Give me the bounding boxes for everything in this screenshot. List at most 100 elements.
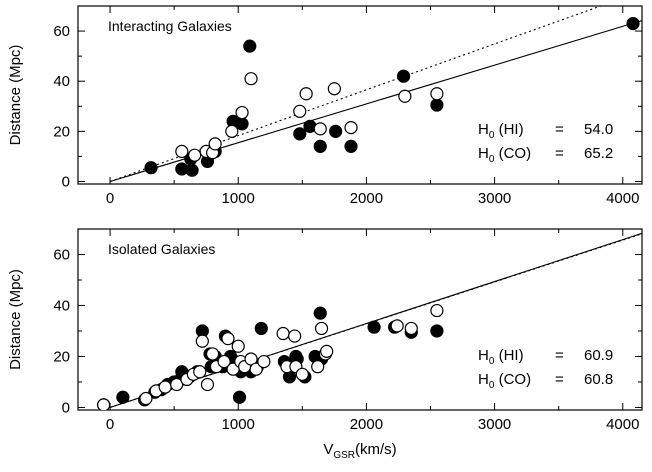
x-tick-label: 0 xyxy=(106,416,114,433)
x-axis-label: VGSR(km/s) xyxy=(323,441,396,461)
x-tick-label: 1000 xyxy=(222,190,255,207)
y-tick-label: 60 xyxy=(53,23,70,40)
y-tick-label: 20 xyxy=(53,348,70,365)
x-tick-label: 4000 xyxy=(606,190,639,207)
point-open xyxy=(175,144,189,159)
h0-value: 60.9 xyxy=(584,347,613,364)
point-open xyxy=(217,354,231,369)
point-filled xyxy=(116,390,130,404)
point-open xyxy=(170,377,184,392)
point-open xyxy=(320,344,334,358)
chart-panel-1: 0 1000 2000 3000 4000 0 20 40 60 Distance (Mpc) In… xyxy=(7,5,643,207)
point-open xyxy=(430,87,444,101)
point-filled xyxy=(254,321,268,336)
h0-label: H0 (CO) xyxy=(478,145,531,165)
data-layer xyxy=(97,232,642,410)
h0-tracer: (HI) xyxy=(494,347,523,364)
h0-letter: H xyxy=(478,145,489,162)
point-filled xyxy=(313,306,327,320)
point-open xyxy=(195,334,209,348)
h0-subscript: 0 xyxy=(489,380,495,391)
h0-subscript: 0 xyxy=(489,154,495,165)
h0-value: 65.2 xyxy=(584,145,613,162)
x-tick-label: 2000 xyxy=(350,416,383,433)
h0-tracer: (HI) xyxy=(494,121,523,138)
point-open xyxy=(188,148,202,162)
point-open xyxy=(299,87,313,101)
point-filled xyxy=(313,139,327,153)
point-open xyxy=(288,329,302,343)
point-filled xyxy=(396,69,411,83)
point-filled xyxy=(144,161,158,175)
point-open xyxy=(313,122,327,136)
y-tick-label: 60 xyxy=(53,246,70,263)
point-open xyxy=(276,326,290,341)
point-open xyxy=(293,104,307,118)
x-axis-label-main: V xyxy=(323,441,333,458)
x-axis-label-suffix: (km/s) xyxy=(355,441,397,458)
point-open xyxy=(208,137,222,151)
point-open xyxy=(257,354,271,369)
point-open xyxy=(249,362,263,376)
point-open xyxy=(295,367,309,381)
point-open xyxy=(225,124,239,138)
fit-line-dotted xyxy=(109,6,603,183)
point-filled xyxy=(367,320,381,334)
point-filled xyxy=(344,139,358,153)
point-filled xyxy=(626,16,640,31)
point-filled xyxy=(293,127,307,141)
h0-equals: = xyxy=(555,121,564,138)
fit-line-dotted xyxy=(109,233,642,408)
h0-equals: = xyxy=(555,371,564,388)
y-axis-label: Distance (Mpc) xyxy=(7,269,24,370)
x-tick-label: 1000 xyxy=(222,416,255,433)
point-open xyxy=(235,105,249,120)
h0-equals: = xyxy=(555,347,564,364)
h0-letter: H xyxy=(478,121,489,138)
point-open xyxy=(221,332,235,346)
h0-letter: H xyxy=(478,371,489,388)
point-open xyxy=(390,319,404,333)
point-open xyxy=(314,321,329,336)
h0-value: 54.0 xyxy=(584,121,613,138)
x-tick-label: 3000 xyxy=(478,416,511,433)
point-open xyxy=(430,303,444,318)
x-tick-label: 4000 xyxy=(606,416,639,433)
h0-label: H0 (HI) xyxy=(478,347,524,367)
h0-tracer: (CO) xyxy=(494,371,531,388)
h0-subscript: 0 xyxy=(489,130,495,141)
point-filled xyxy=(235,117,249,131)
y-tick-label: 0 xyxy=(62,173,70,190)
point-filled xyxy=(430,98,444,112)
y-tick-label: 40 xyxy=(53,73,70,90)
point-open xyxy=(344,120,358,135)
plot-frame xyxy=(77,5,643,185)
h0-equals: = xyxy=(555,145,564,162)
point-open xyxy=(200,377,215,392)
h0-label: H0 (CO) xyxy=(478,371,531,391)
panel-title: Interacting Galaxies xyxy=(108,18,232,34)
x-tick-label: 3000 xyxy=(478,190,511,207)
point-filled xyxy=(185,163,199,177)
point-open xyxy=(404,321,418,336)
y-tick-label: 0 xyxy=(62,399,70,416)
x-tick-label: 2000 xyxy=(350,190,383,207)
h0-value: 60.8 xyxy=(584,371,613,388)
point-open xyxy=(97,398,111,410)
h0-label: H0 (HI) xyxy=(478,121,524,141)
chart-panel-2: 0 1000 2000 3000 4000 0 20 40 60 Distance (Mpc) VG… xyxy=(7,228,643,461)
data-layer xyxy=(109,6,642,183)
panel-title: Isolated Galaxies xyxy=(108,241,215,257)
point-open xyxy=(327,82,341,96)
x-tick-label: 0 xyxy=(106,190,114,207)
point-filled xyxy=(430,324,444,338)
point-open xyxy=(244,352,258,366)
point-filled xyxy=(232,390,247,404)
point-open xyxy=(398,89,412,103)
y-tick-label: 40 xyxy=(53,297,70,314)
y-axis-label: Distance (Mpc) xyxy=(7,45,24,146)
plot-frame xyxy=(77,228,643,411)
h0-tracer: (CO) xyxy=(494,145,531,162)
point-open xyxy=(205,347,220,361)
